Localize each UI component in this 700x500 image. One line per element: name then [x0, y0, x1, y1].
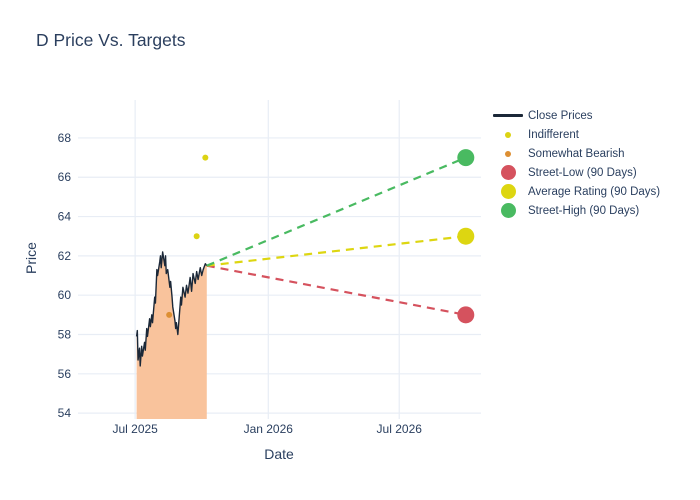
y-tick-label: 66 [58, 170, 72, 184]
x-tick-label: Jul 2026 [377, 422, 423, 436]
legend-label: Street-Low (90 Days) [528, 166, 637, 179]
legend-label: Street-High (90 Days) [528, 204, 640, 217]
close-price-line[interactable] [135, 251, 208, 367]
rating-dot-somewhat-bearish[interactable] [166, 311, 173, 318]
y-axis-title: Price [23, 242, 39, 274]
target-marker-average-rating[interactable] [457, 227, 475, 245]
legend-item-indifferent[interactable]: Indifferent [492, 125, 660, 144]
chart-title: D Price Vs. Targets [36, 30, 186, 50]
legend-item-average-rating[interactable]: Average Rating (90 Days) [492, 182, 660, 201]
target-marker-street-low[interactable] [457, 306, 475, 324]
rating-dot-indifferent[interactable] [193, 233, 200, 240]
y-tick-label: 58 [58, 327, 72, 341]
y-tick-label: 68 [58, 131, 72, 145]
x-tick-label: Jul 2025 [112, 422, 158, 436]
y-tick-label: 54 [58, 406, 72, 420]
legend-label: Close Prices [528, 109, 593, 122]
x-axis-title: Date [264, 446, 294, 462]
close-prices-line-swatch [492, 114, 524, 117]
y-tick-label: 62 [58, 249, 72, 263]
legend-item-close-prices[interactable]: Close Prices [492, 106, 660, 125]
y-tick-label: 56 [58, 367, 72, 381]
close-price-area [136, 251, 207, 419]
legend-item-street-high[interactable]: Street-High (90 Days) [492, 201, 660, 220]
legend-label: Average Rating (90 Days) [528, 185, 661, 198]
target-line-average-rating [206, 235, 466, 267]
rating-dot-indifferent[interactable] [202, 154, 209, 161]
y-tick-label: 60 [58, 288, 72, 302]
legend: Close Prices Indifferent Somewhat Bearis… [492, 106, 660, 220]
target-line-street-high [206, 156, 467, 267]
street-low-marker-icon [492, 165, 524, 180]
legend-item-somewhat-bearish[interactable]: Somewhat Bearish [492, 144, 660, 163]
average-rating-marker-icon [492, 184, 524, 199]
street-high-marker-icon [492, 203, 524, 218]
legend-item-street-low[interactable]: Street-Low (90 Days) [492, 163, 660, 182]
target-line-street-low [206, 264, 467, 316]
indifferent-dot-icon [492, 131, 524, 138]
legend-label: Somewhat Bearish [528, 147, 625, 160]
y-tick-label: 64 [58, 210, 72, 224]
x-tick-label: Jan 2026 [244, 422, 294, 436]
somewhat-bearish-dot-icon [492, 150, 524, 157]
legend-label: Indifferent [528, 128, 579, 141]
target-marker-street-high[interactable] [457, 149, 475, 167]
